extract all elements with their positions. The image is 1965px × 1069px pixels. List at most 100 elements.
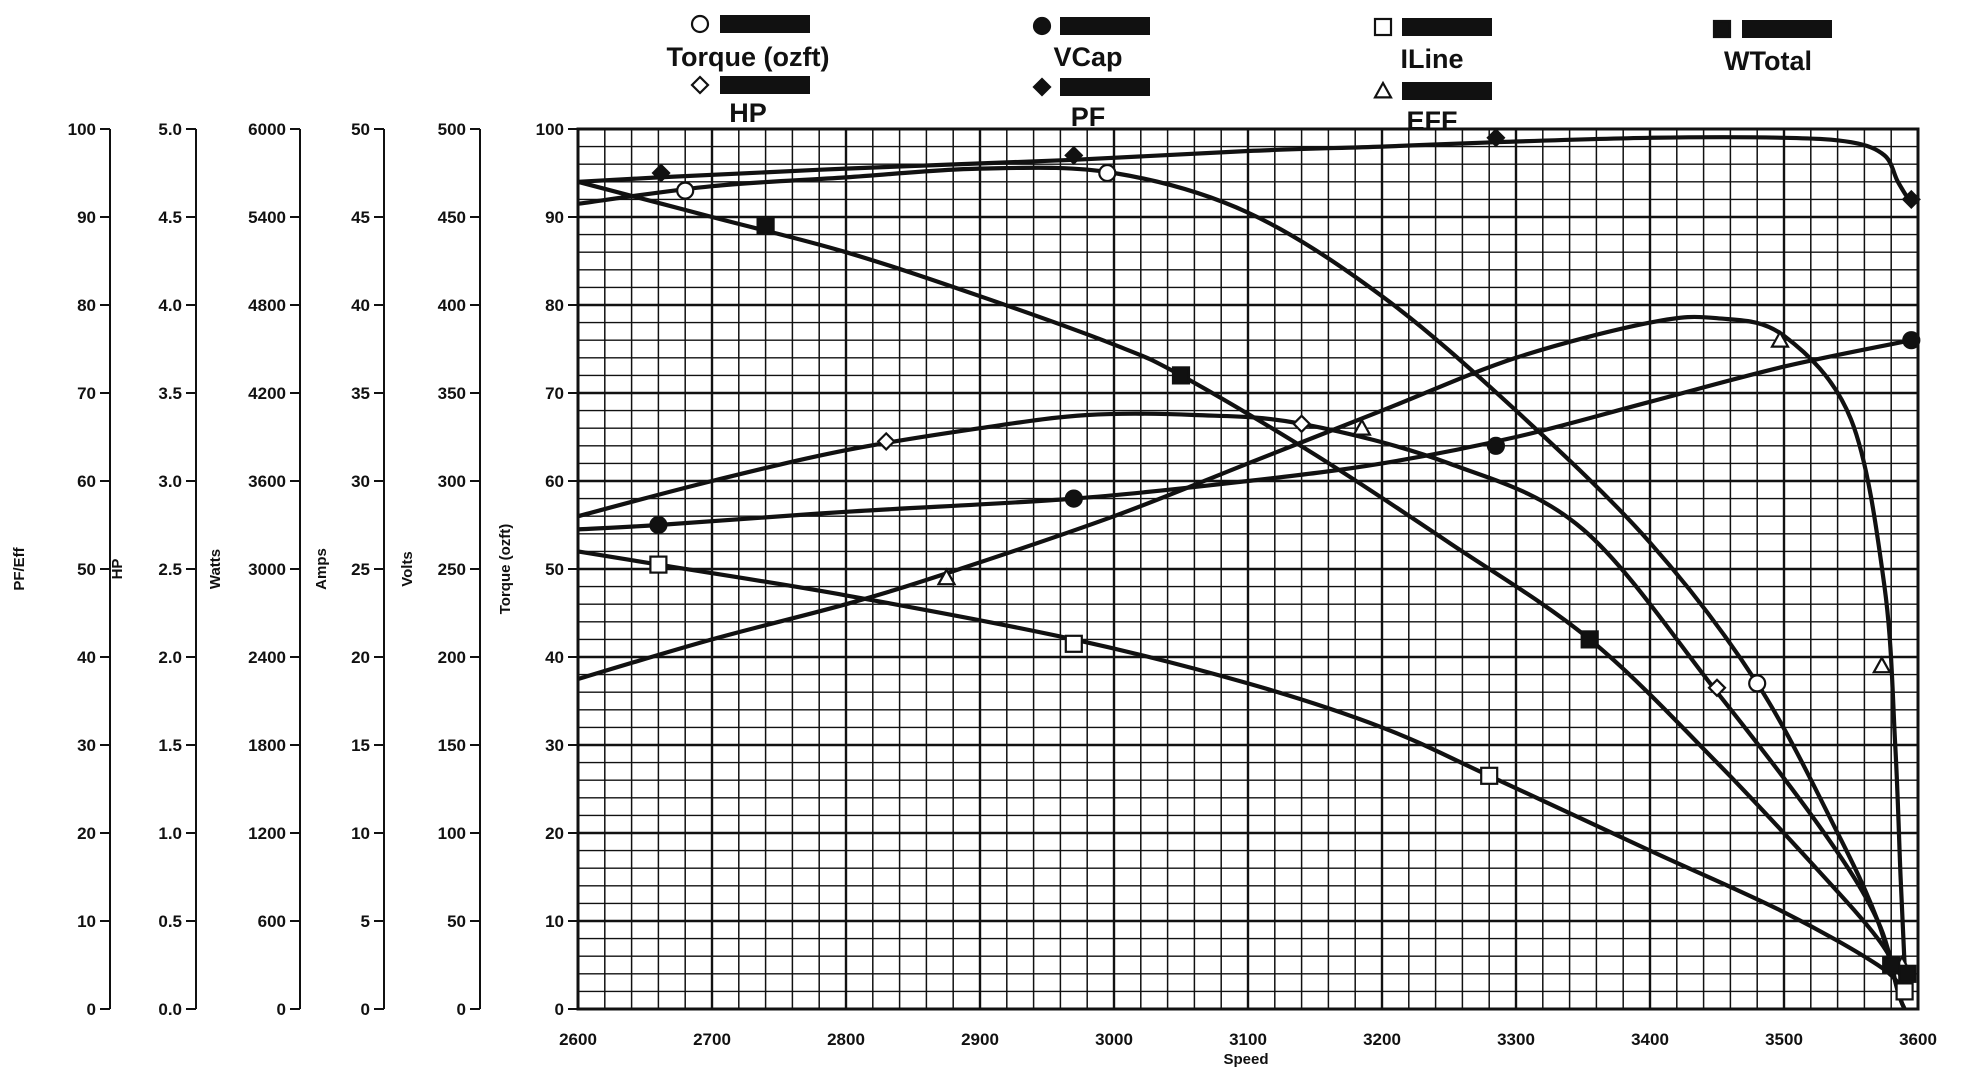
legend-swatch [1060, 17, 1150, 35]
y-tick-label: 300 [438, 472, 466, 491]
y-tick-label: 50 [77, 560, 96, 579]
x-axis: Speed 2600 2700 2800 2900 3000 3100 3200 3300 34… [559, 1030, 1937, 1068]
data-point-marker [1901, 189, 1921, 209]
series-line [577, 135, 1914, 205]
y-tick-label: 40 [351, 296, 370, 315]
y-tick-label: 20 [351, 648, 370, 667]
legend-marker [690, 14, 710, 34]
x-tick-label: 2800 [827, 1030, 865, 1049]
series-iline [577, 549, 1914, 1001]
x-tick-label: 3000 [1095, 1030, 1133, 1049]
legend-marker [1373, 17, 1393, 37]
legend-item: PF [1032, 77, 1150, 132]
data-point-marker [876, 431, 896, 451]
series-line [577, 314, 1907, 966]
y-tick-label: 2.5 [158, 560, 182, 579]
y-tick-label: 90 [77, 208, 96, 227]
y-tick-label: 2400 [248, 648, 286, 667]
y-tick-label: 450 [438, 208, 466, 227]
data-point-marker [1707, 678, 1727, 698]
y-tick-label: 0 [87, 1000, 96, 1019]
data-point-marker [651, 163, 671, 183]
y-tick-label: 1200 [248, 824, 286, 843]
series-pf [577, 128, 1921, 209]
legend-marker [1032, 16, 1052, 36]
data-point-marker [1292, 414, 1312, 434]
x-tick-label: 3300 [1497, 1030, 1535, 1049]
y-tick-label: 100 [536, 120, 564, 139]
series-vcap [577, 331, 1921, 535]
y-axis-amps: 0 5 10 15 20 25 30 35 40 45 50 Amps [313, 120, 385, 1019]
y-tick-label: 0 [277, 1000, 286, 1019]
y-tick-label: 20 [77, 824, 96, 843]
series-torque-ozft [577, 163, 1907, 1010]
plot-grid [576, 127, 1920, 1011]
y-tick-label: 250 [438, 560, 466, 579]
y-tick-label: 150 [438, 736, 466, 755]
series-line [577, 338, 1912, 532]
legend-item: WTotal [1712, 19, 1832, 76]
data-point-marker [1098, 163, 1117, 183]
x-tick-label: 2900 [961, 1030, 999, 1049]
legend-label: PF [1071, 102, 1106, 132]
y-tick-label: 1800 [248, 736, 286, 755]
legend-item: ILine [1373, 17, 1492, 74]
y-tick-label: 5400 [248, 208, 286, 227]
y-tick-label: 2.0 [158, 648, 182, 667]
series-hp [577, 411, 1907, 1010]
y-tick-label: 10 [351, 824, 370, 843]
legend-item: Torque (ozft) [667, 14, 830, 72]
data-point-marker [676, 181, 695, 200]
data-point-marker [1748, 674, 1767, 693]
y-tick-label: 4800 [248, 296, 286, 315]
data-point-marker [1171, 366, 1191, 385]
x-tick-label: 3600 [1899, 1030, 1937, 1049]
y-tick-label: 45 [351, 208, 370, 227]
y-tick-label: 0.0 [158, 1000, 182, 1019]
y-tick-label: 600 [258, 912, 286, 931]
y-tick-label: 30 [77, 736, 96, 755]
y-tick-label: 70 [77, 384, 96, 403]
y-axis-volts: 0 50 100 150 200 250 300 350 400 450 500 Volts [399, 120, 481, 1019]
y-tick-label: 70 [545, 384, 564, 403]
y-tick-label: 40 [77, 648, 96, 667]
legend-label: Torque (ozft) [667, 42, 830, 72]
y-tick-label: 4200 [248, 384, 286, 403]
data-point-marker [1486, 436, 1506, 455]
legend-label: VCap [1053, 42, 1122, 72]
legend-item: EFF [1373, 80, 1492, 136]
y-tick-label: 4.5 [158, 208, 182, 227]
legend-marker [1712, 19, 1732, 39]
legend-marker [1373, 80, 1393, 99]
y-tick-label: 15 [351, 736, 370, 755]
y-tick-label: 10 [77, 912, 96, 931]
data-point-marker [1871, 655, 1892, 674]
legend: Torque (ozft) VCap ILine WTotal HP PF EFF [667, 14, 1832, 136]
x-tick-label: 3400 [1631, 1030, 1669, 1049]
y-axis-title: HP [109, 559, 126, 580]
series-line [577, 179, 1907, 984]
y-tick-label: 0.5 [158, 912, 182, 931]
y-tick-label: 20 [545, 824, 564, 843]
legend-item: VCap [1032, 16, 1150, 72]
y-tick-label: 80 [77, 296, 96, 315]
legend-label: HP [729, 98, 767, 128]
data-point-marker [1898, 964, 1917, 983]
y-tick-label: 0 [555, 1000, 564, 1019]
data-point-marker [1064, 489, 1083, 508]
x-tick-label: 3200 [1363, 1030, 1401, 1049]
y-axis-hp: 0.0 0.5 1.0 1.5 2.0 2.5 3.0 3.5 4.0 4.5 5.0 HP [109, 120, 197, 1019]
y-axis-title: PF/Eff [11, 546, 28, 590]
y-tick-label: 200 [438, 648, 466, 667]
y-tick-label: 3000 [248, 560, 286, 579]
data-point-marker [1352, 417, 1372, 436]
legend-swatch [1402, 18, 1492, 36]
series-line [577, 549, 1907, 993]
y-tick-label: 10 [545, 912, 564, 931]
data-point-marker [1064, 145, 1084, 165]
y-tick-label: 80 [545, 296, 564, 315]
y-axis-title: Volts [399, 551, 416, 587]
y-tick-label: 50 [447, 912, 466, 931]
legend-swatch [1402, 82, 1492, 100]
legend-swatch [720, 15, 810, 33]
